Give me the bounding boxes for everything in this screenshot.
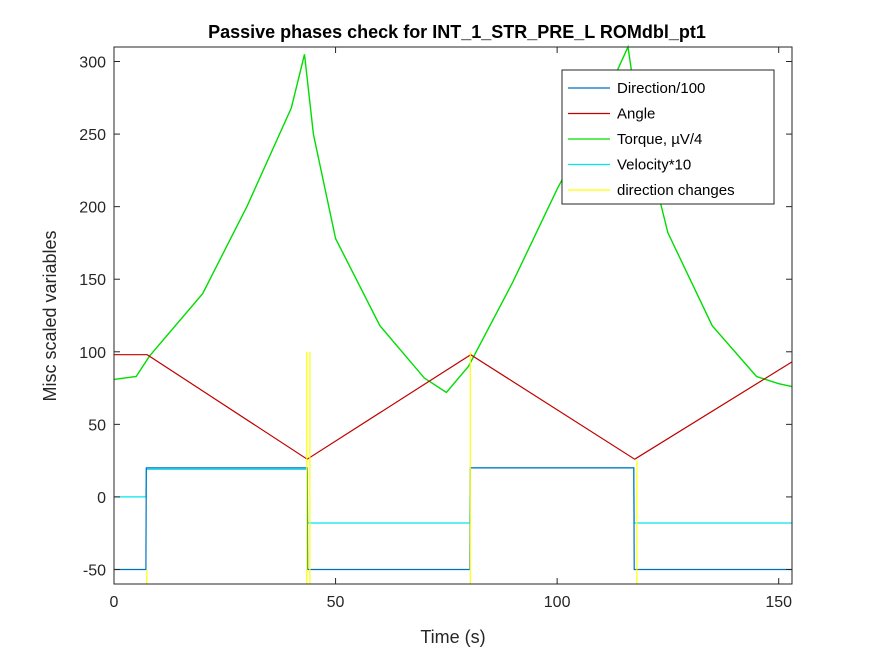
legend-label: Direction/100 — [617, 80, 705, 97]
legend-label: Torque, µV/4 — [617, 131, 702, 148]
series-line-2 — [113, 44, 793, 394]
y-tick-label: 150 — [79, 272, 106, 289]
series-line-1 — [114, 353, 793, 460]
series-layer — [113, 44, 793, 584]
x-tick-label: 0 — [110, 594, 119, 611]
plot-frame — [113, 46, 793, 585]
legend-label: direction changes — [617, 182, 735, 199]
legend-box — [561, 69, 775, 205]
y-tick-label: 250 — [79, 127, 106, 144]
x-tick-label: 150 — [765, 594, 792, 611]
x-axis-label: Time (s) — [420, 627, 485, 647]
y-tick-label: 100 — [79, 345, 106, 362]
legend-label: Angle — [617, 106, 655, 123]
y-tick-label: 50 — [88, 417, 106, 434]
x-tick-label: 50 — [327, 594, 345, 611]
y-tick-label: 300 — [79, 55, 106, 72]
y-tick-label: -50 — [83, 562, 106, 579]
legend: Direction/100 Angle Torque, µV/4 Velocity*1… — [561, 69, 775, 205]
series-line-0 — [114, 467, 792, 571]
y-axis-label: Misc scaled variables — [40, 230, 60, 401]
y-tick-label: 0 — [97, 490, 106, 507]
chart-title: Passive phases check for INT_1_STR_PRE_L… — [208, 22, 706, 42]
legend-label: Velocity*10 — [617, 157, 691, 174]
y-tick-label: 200 — [79, 200, 106, 217]
x-tick-label: 100 — [544, 594, 571, 611]
